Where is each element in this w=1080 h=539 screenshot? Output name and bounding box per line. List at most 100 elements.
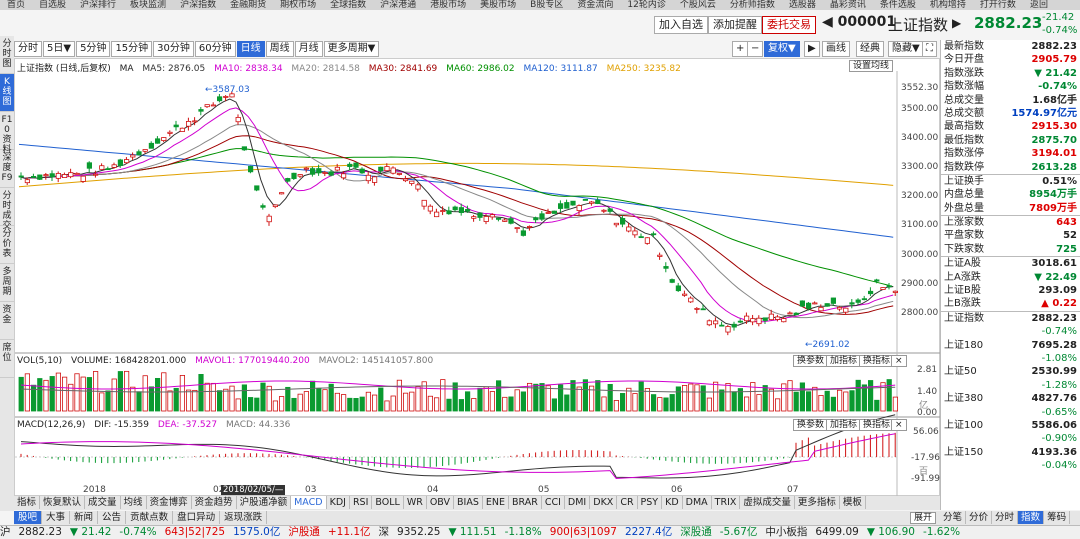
indicator-tab[interactable]: BRAR (509, 496, 542, 509)
left-tab[interactable]: 深度F9 (0, 150, 14, 188)
indicator-tab[interactable]: OBV (427, 496, 455, 509)
indicator-tab[interactable]: DMI (565, 496, 591, 509)
top-menu-item[interactable]: 板块监测 (130, 0, 167, 10)
indicator-tab[interactable]: 资金趋势 (192, 496, 237, 509)
next-index-arrow[interactable]: ▶ (952, 16, 962, 30)
macd-change-params-button[interactable]: 换参数 (793, 419, 829, 431)
index-list-row[interactable]: 上证50 2530.99 (941, 365, 1080, 378)
top-menu-item[interactable]: 沪深指数 (180, 0, 217, 10)
top-menu-item[interactable]: 打开行数 (979, 0, 1016, 10)
top-menu-item[interactable]: 晶彩资讯 (829, 0, 866, 10)
indicator-tab[interactable]: 成交量 (85, 496, 121, 509)
indicator-tab[interactable]: WR (404, 496, 427, 509)
hide-dropdown[interactable]: 隐藏▼ (888, 41, 924, 57)
indicator-tab[interactable]: 虚拟成交量 (740, 496, 795, 509)
draw-line-button[interactable]: 画线 (822, 41, 850, 57)
period-tab[interactable]: 30分钟 (153, 41, 194, 57)
top-menu-item[interactable]: 金融期货 (230, 0, 267, 10)
ma-settings-button[interactable]: 设置均线 (849, 60, 894, 72)
top-menu-item[interactable]: 美股市场 (480, 0, 517, 10)
left-tab[interactable]: 分时图 (0, 36, 14, 74)
indicator-tab[interactable]: 资金博弈 (147, 496, 192, 509)
indicator-tab[interactable]: 模板 (840, 496, 866, 509)
top-menu-item[interactable]: 机构增持 (929, 0, 966, 10)
top-menu-item[interactable]: 条件选股 (879, 0, 916, 10)
indicator-tab[interactable]: 恢复默认 (40, 496, 86, 509)
right-tab[interactable]: 分笔 (940, 511, 967, 524)
macd-close-icon[interactable]: × (891, 419, 907, 431)
indicator-tab[interactable]: CR (617, 496, 638, 509)
indicator-tab[interactable]: KDJ (327, 496, 350, 509)
top-menu-item[interactable]: 12轮内诊 (627, 0, 666, 10)
indicator-tab[interactable]: MACD (291, 496, 327, 509)
period-tab[interactable]: 更多周期▼ (323, 41, 380, 57)
left-tab[interactable]: 分价表 (0, 226, 14, 264)
left-tab[interactable]: 分时成交 (0, 188, 14, 231)
classic-button[interactable]: 经典 (856, 41, 884, 57)
top-menu-item[interactable]: 港股市场 (430, 0, 467, 10)
fullscreen-icon[interactable]: ⛶ (922, 41, 937, 57)
expand-button[interactable]: 展开 (910, 512, 937, 524)
top-menu-item[interactable]: 全球指数 (330, 0, 367, 10)
indicator-tab[interactable]: RSI (350, 496, 373, 509)
index-list-row[interactable]: 上证380 4827.76 (941, 392, 1080, 405)
indicator-tab[interactable]: BOLL (372, 496, 404, 509)
draw-toggle[interactable]: ▶ (804, 41, 820, 57)
zoom-out-button[interactable]: − (747, 41, 764, 57)
left-tab[interactable]: K线图 (0, 74, 14, 112)
indicator-tab[interactable]: BIAS (454, 496, 483, 509)
index-code[interactable]: ◀ 000001 (822, 14, 897, 30)
period-tab[interactable]: 日线 (236, 41, 265, 57)
right-tab[interactable]: 分价 (966, 511, 993, 524)
top-menu-item[interactable]: 返回 (1029, 0, 1048, 10)
indicator-tab[interactable]: ENE (483, 496, 509, 509)
info-tab[interactable]: 股吧 (14, 511, 43, 524)
period-tab[interactable]: 60分钟 (194, 41, 236, 57)
left-tab[interactable]: F10资料 (0, 112, 14, 155)
trade-button[interactable]: 委托交易 (762, 16, 816, 34)
left-tab[interactable]: 席位 (0, 340, 14, 378)
info-tab[interactable]: 盘口异动 (173, 511, 221, 524)
top-menu-item[interactable]: B股专区 (530, 0, 564, 10)
indicator-tab[interactable]: PSY (638, 496, 663, 509)
right-tab[interactable]: 分时 (992, 511, 1019, 524)
indicator-tab[interactable]: DMA (683, 496, 712, 509)
macd-replace-indicator-button[interactable]: 换指标 (859, 419, 895, 431)
top-menu-item[interactable]: 个股风云 (679, 0, 716, 10)
indicator-tab[interactable]: 沪股通净额 (237, 496, 292, 509)
vol-change-params-button[interactable]: 换参数 (793, 355, 829, 367)
top-menu-item[interactable]: 沪深港通 (380, 0, 417, 10)
indicator-tab[interactable]: CCI (542, 496, 565, 509)
macd-add-indicator-button[interactable]: 加指标 (826, 419, 862, 431)
right-tab[interactable]: 指数 (1018, 511, 1045, 524)
kline-chart-svg[interactable]: ←3587.03 ←2691.02 (15, 59, 941, 497)
period-tab[interactable]: 5日▼ (43, 41, 76, 57)
top-menu-item[interactable]: 资金流向 (577, 0, 614, 10)
period-tab[interactable]: 5分钟 (76, 41, 111, 57)
left-tab[interactable]: 多周期 (0, 264, 14, 302)
period-tab[interactable]: 周线 (265, 41, 294, 57)
right-tab[interactable]: 筹码 (1044, 511, 1071, 524)
info-tab[interactable]: 返现涨跌 (220, 511, 268, 524)
indicator-tab[interactable]: KD (662, 496, 683, 509)
add-watchlist-button[interactable]: 加入自选 (654, 16, 708, 34)
period-tab[interactable]: 月线 (294, 41, 323, 57)
top-menu-item[interactable]: 期权市场 (280, 0, 317, 10)
info-tab[interactable]: 新闻 (70, 511, 99, 524)
index-list-row[interactable]: 上证100 5586.06 (941, 419, 1080, 432)
vol-close-icon[interactable]: × (891, 355, 907, 367)
top-menu-item[interactable]: 选股器 (788, 0, 816, 10)
indicator-tab[interactable]: DKX (590, 496, 618, 509)
indicator-tab[interactable]: 均线 (121, 496, 147, 509)
period-tab[interactable]: 15分钟 (111, 41, 153, 57)
info-tab[interactable]: 贡献点数 (126, 511, 174, 524)
info-tab[interactable]: 公告 (98, 511, 127, 524)
zoom-in-button[interactable]: + (732, 41, 749, 57)
left-tab[interactable]: 资金 (0, 302, 14, 340)
chart-area[interactable]: 上证指数 (日线,后复权) MA MA5: 2876.05 MA10: 2838… (14, 58, 941, 497)
top-menu-item[interactable]: 自选股 (39, 0, 67, 10)
add-alert-button[interactable]: 添加提醒 (708, 16, 762, 34)
top-menu-item[interactable]: 首页 (7, 0, 26, 10)
top-menu-item[interactable]: 沪深排行 (80, 0, 117, 10)
top-menu-item[interactable]: 分析师指数 (729, 0, 775, 10)
